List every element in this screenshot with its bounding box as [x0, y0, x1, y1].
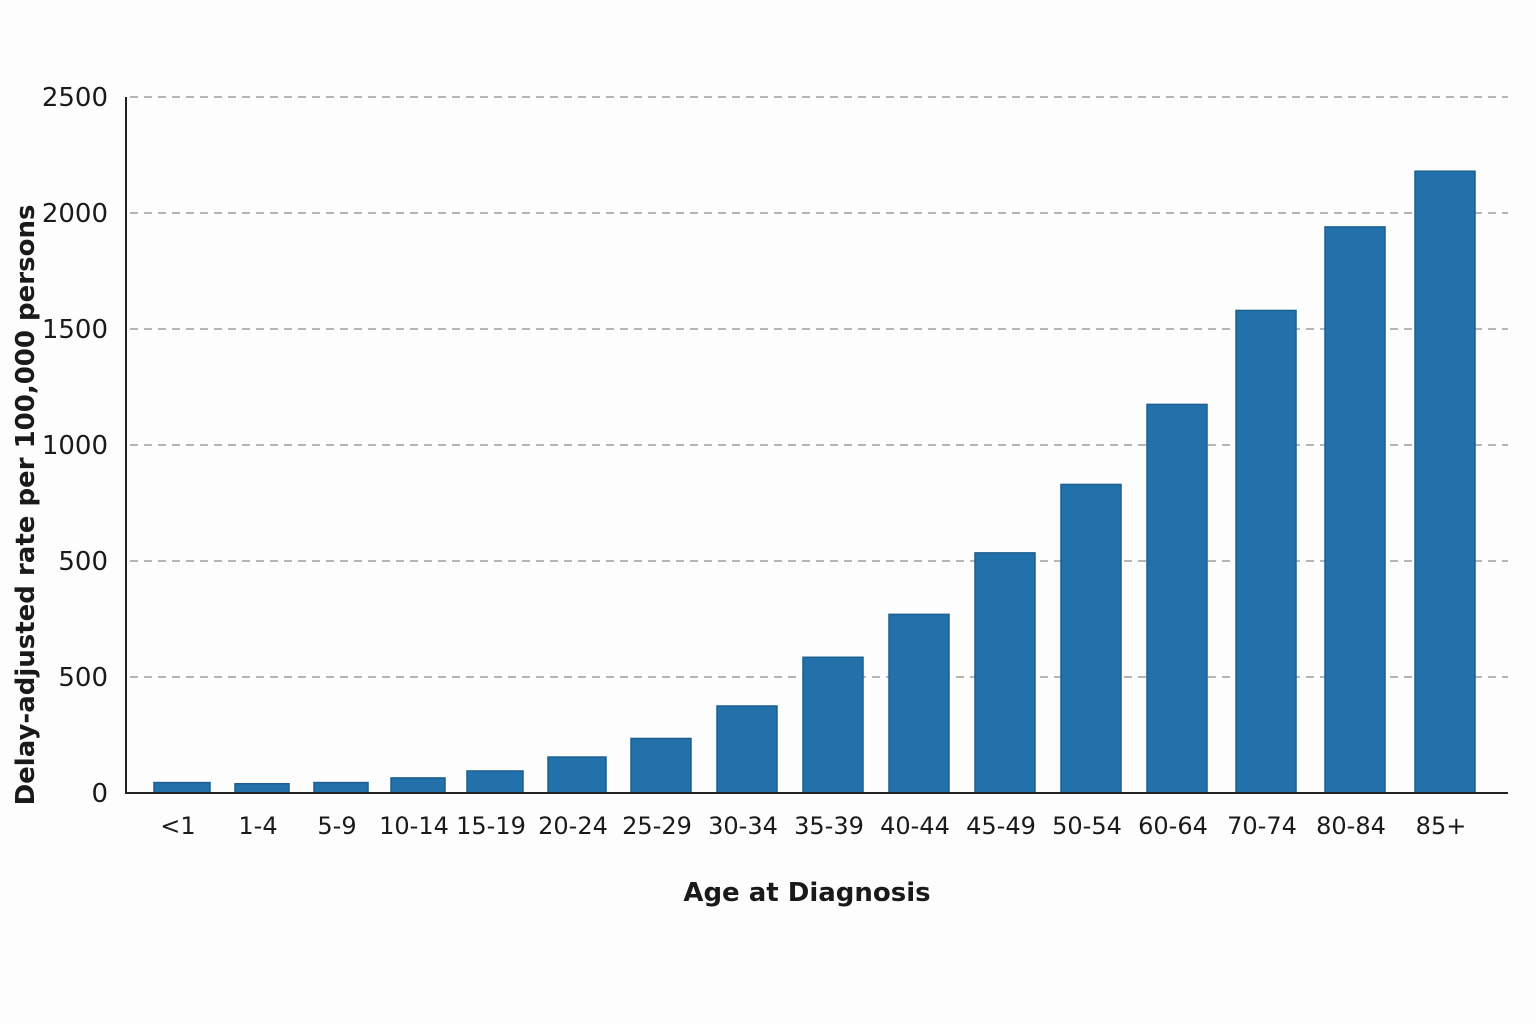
bar-35-39: [802, 656, 864, 794]
x-tick-labels: <1 1-4 5-9 10-14 15-19 20-24 25-29 30-34 35-39 40…: [160, 812, 1466, 840]
bar-60-64: [1146, 403, 1208, 794]
x-tick-label: 30-34: [708, 812, 778, 840]
x-tick-label: 70-74: [1227, 812, 1297, 840]
y-tick-label: 500: [58, 547, 108, 577]
bar-85: [1414, 170, 1476, 794]
y-tick-label: 1500: [42, 315, 108, 345]
axes: [125, 97, 1508, 794]
bar-80-84: [1324, 226, 1386, 794]
x-tick-label: 1-4: [238, 812, 277, 840]
bar-1: [153, 781, 211, 794]
x-tick-label: <1: [160, 812, 195, 840]
x-tick-label: 50-54: [1052, 812, 1122, 840]
bar-25-29: [630, 737, 692, 794]
gridlines: [130, 96, 1508, 678]
x-tick-label: 35-39: [794, 812, 864, 840]
x-axis-title: Age at Diagnosis: [683, 878, 930, 908]
bar-15-19: [466, 770, 524, 794]
x-tick-label: 15-19: [456, 812, 526, 840]
bar-70-74: [1235, 309, 1297, 794]
x-tick-label: 80-84: [1316, 812, 1386, 840]
y-tick-label: 500: [58, 663, 108, 693]
bar-40-44: [888, 613, 950, 794]
bar-20-24: [547, 756, 607, 794]
y-tick-label: 2000: [42, 199, 108, 229]
x-tick-label: 25-29: [622, 812, 692, 840]
x-tick-label: 60-64: [1138, 812, 1208, 840]
x-tick-label: 45-49: [966, 812, 1036, 840]
bar-1-4: [234, 782, 290, 794]
bar-50-54: [1060, 483, 1122, 794]
x-tick-label: 5-9: [317, 812, 356, 840]
y-axis-title: Delay-adjusted rate per 100,000 persons: [11, 205, 41, 806]
bar-5-9: [313, 781, 369, 794]
x-tick-label: 10-14: [379, 812, 449, 840]
y-tick-labels: 0 500 500 1000 1500 2000 2500: [42, 83, 108, 809]
x-tick-label: 20-24: [538, 812, 608, 840]
y-tick-label: 2500: [42, 83, 108, 113]
bar-30-34: [716, 705, 778, 794]
bar-10-14: [390, 777, 446, 794]
y-tick-label: 1000: [42, 431, 108, 461]
x-tick-label: 85+: [1416, 812, 1467, 840]
y-tick-label: 0: [91, 779, 108, 809]
bar-45-49: [974, 552, 1036, 794]
x-tick-label: 40-44: [880, 812, 950, 840]
bars: [153, 170, 1476, 794]
